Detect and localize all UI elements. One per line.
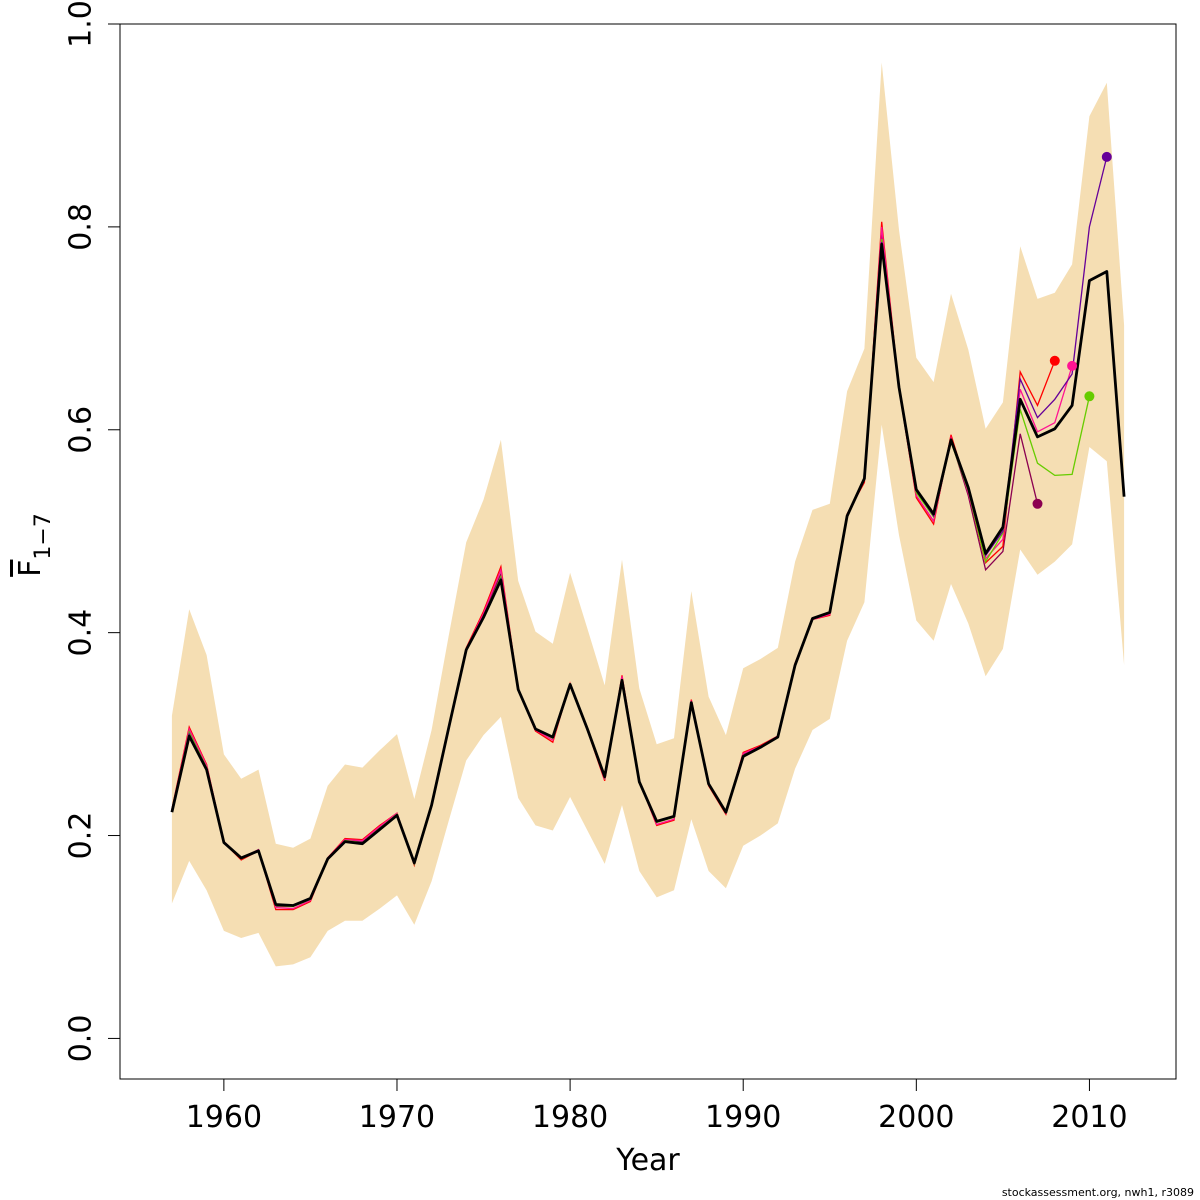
- y-axis-label-sub: 1−7: [31, 513, 56, 559]
- x-tick-label-2000: 2000: [878, 1100, 954, 1135]
- y-axis: 0.0 0.2 0.4 0.6 0.8 1.0: [64, 0, 121, 1062]
- x-tick-label-1970: 1970: [359, 1100, 435, 1135]
- confidence-band-layer: [171, 62, 1125, 967]
- retro-terminal-point-5: [1101, 151, 1112, 162]
- y-tick-label-3: 0.6: [64, 406, 99, 454]
- retro-terminal-point-3: [1067, 360, 1078, 371]
- y-tick-label-2: 0.4: [64, 609, 99, 657]
- main-estimate-line: [170, 242, 1126, 907]
- x-axis-label: Year: [615, 1143, 680, 1178]
- x-tick-label-1980: 1980: [532, 1100, 608, 1135]
- main-estimate-layer: [170, 242, 1126, 907]
- y-axis-label-main: F: [13, 560, 48, 577]
- retro-terminal-point-4: [1084, 391, 1095, 402]
- x-axis: 1960 1970 1980 1990 2000 2010: [186, 1078, 1128, 1135]
- y-tick-label-0: 0.0: [64, 1015, 99, 1063]
- x-tick-label-2010: 2010: [1051, 1100, 1127, 1135]
- y-tick-label-4: 0.8: [64, 203, 99, 251]
- y-axis-label: F1−7: [13, 513, 56, 577]
- confidence-band: [171, 62, 1125, 967]
- footnote: stockassessment.org, nwh1, r3089: [1002, 1186, 1194, 1199]
- terminal-points-layer: [1032, 151, 1112, 509]
- x-tick-label-1960: 1960: [186, 1100, 262, 1135]
- retro-terminal-point-1: [1032, 498, 1043, 509]
- x-tick-label-1990: 1990: [705, 1100, 781, 1135]
- svg-text:F1−7: F1−7: [13, 513, 56, 577]
- y-tick-label-5: 1.0: [64, 0, 99, 48]
- y-tick-label-1: 0.2: [64, 812, 99, 860]
- retro-terminal-point-2: [1049, 355, 1060, 366]
